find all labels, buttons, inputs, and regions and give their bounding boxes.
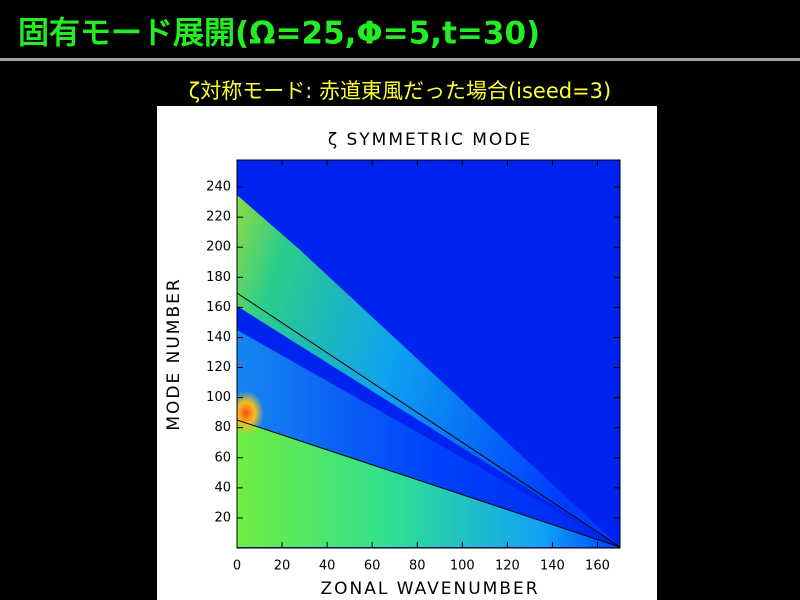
x-tick-label: 40 bbox=[319, 559, 336, 574]
dispersion-line bbox=[237, 292, 620, 548]
heatmap-middle-band bbox=[237, 330, 620, 547]
y-tick-label: 80 bbox=[214, 420, 231, 435]
y-tick-label: 60 bbox=[214, 450, 231, 465]
plot-frame bbox=[236, 159, 621, 549]
x-tick-label: 120 bbox=[495, 559, 520, 574]
x-axis-label: ZONAL WAVENUMBER bbox=[320, 579, 539, 599]
x-tick-label: 20 bbox=[274, 559, 291, 574]
y-tick-label: 180 bbox=[206, 270, 231, 285]
y-tick-label: 100 bbox=[206, 390, 231, 405]
heatmap-upper-band bbox=[237, 195, 620, 547]
dispersion-line bbox=[237, 419, 620, 548]
heatmap bbox=[237, 160, 620, 548]
slide-subtitle: ζ対称モード: 赤道東風だった場合(iseed=3) bbox=[189, 79, 611, 103]
heatmap-peak bbox=[237, 391, 264, 435]
chart-title: ζ SYMMETRIC MODE bbox=[328, 130, 532, 150]
x-tick-label: 160 bbox=[585, 559, 610, 574]
x-tick-label: 0 bbox=[233, 559, 241, 574]
x-tick-label: 100 bbox=[450, 559, 475, 574]
slide-title: 固有モード展開(Ω=25,Φ=5,t=30) bbox=[18, 16, 540, 52]
y-tick-label: 140 bbox=[206, 330, 231, 345]
x-tick-label: 60 bbox=[364, 559, 381, 574]
y-tick-label: 160 bbox=[206, 300, 231, 315]
y-tick-label: 40 bbox=[214, 480, 231, 495]
y-tick-label: 20 bbox=[214, 510, 231, 525]
y-tick-label: 120 bbox=[206, 360, 231, 375]
y-tick-label: 240 bbox=[206, 180, 231, 195]
y-tick-label: 200 bbox=[206, 240, 231, 255]
title-rule bbox=[0, 58, 800, 61]
y-tick-label: 220 bbox=[206, 210, 231, 225]
x-tick-label: 80 bbox=[409, 559, 426, 574]
y-axis-label: MODE NUMBER bbox=[164, 277, 184, 430]
x-tick-label: 140 bbox=[540, 559, 565, 574]
